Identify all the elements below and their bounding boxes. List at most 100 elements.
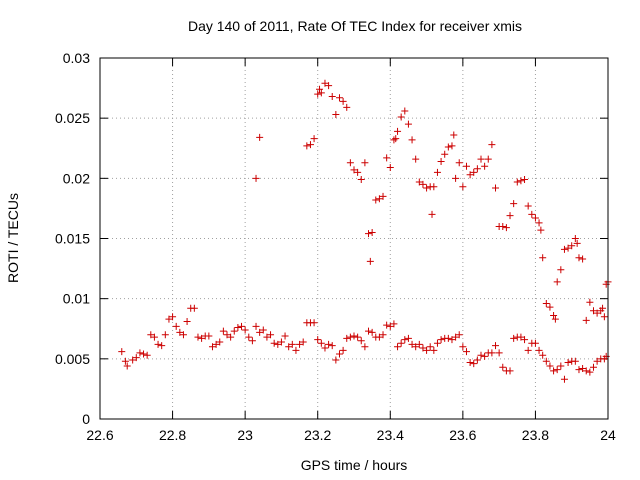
data-point bbox=[205, 332, 213, 340]
data-point bbox=[392, 135, 400, 143]
data-point bbox=[357, 337, 365, 345]
data-point bbox=[332, 111, 340, 119]
data-point bbox=[212, 340, 220, 348]
data-point bbox=[415, 340, 423, 348]
data-point bbox=[441, 150, 449, 158]
data-point bbox=[466, 358, 474, 366]
data-point bbox=[288, 340, 296, 348]
data-point bbox=[390, 320, 398, 328]
data-point bbox=[564, 244, 572, 252]
x-tick-label: 22.8 bbox=[159, 427, 186, 443]
data-point bbox=[123, 362, 131, 370]
data-point bbox=[582, 316, 590, 324]
data-point bbox=[216, 338, 224, 346]
data-point bbox=[470, 360, 478, 368]
data-point bbox=[459, 183, 467, 191]
data-point bbox=[452, 333, 460, 341]
data-point bbox=[586, 368, 594, 376]
data-point bbox=[579, 255, 587, 263]
data-point bbox=[437, 157, 445, 165]
data-point bbox=[165, 315, 173, 323]
data-point bbox=[328, 93, 336, 101]
data-point bbox=[571, 357, 579, 365]
data-point bbox=[404, 120, 412, 128]
data-point bbox=[430, 183, 438, 191]
data-point bbox=[161, 331, 169, 339]
data-point bbox=[593, 309, 601, 317]
data-point bbox=[238, 322, 246, 330]
data-point bbox=[539, 254, 547, 262]
data-point bbox=[361, 343, 369, 351]
data-point bbox=[437, 336, 445, 344]
data-point bbox=[147, 331, 155, 339]
x-tick-label: 23.2 bbox=[304, 427, 331, 443]
tick-labels: 22.6 22.8 23 23.2 23.4 23.6 23.8 24 0 0.005 0.01 0.… bbox=[55, 50, 616, 443]
data-point bbox=[386, 322, 394, 330]
data-point bbox=[379, 331, 387, 339]
data-point bbox=[350, 166, 358, 174]
data-point bbox=[346, 333, 354, 341]
data-point bbox=[121, 357, 129, 365]
data-point bbox=[539, 351, 547, 359]
data-point bbox=[368, 228, 376, 236]
data-point bbox=[408, 136, 416, 144]
data-point bbox=[433, 168, 441, 176]
data-point bbox=[495, 349, 503, 357]
data-point bbox=[462, 162, 470, 170]
data-point bbox=[310, 319, 318, 327]
data-point bbox=[426, 343, 434, 351]
data-point bbox=[428, 210, 436, 218]
data-point bbox=[551, 315, 559, 323]
data-point bbox=[568, 242, 576, 250]
data-point bbox=[158, 342, 166, 350]
data-point bbox=[310, 135, 318, 143]
data-point bbox=[252, 174, 260, 182]
data-point bbox=[499, 363, 507, 371]
data-point bbox=[571, 235, 579, 242]
data-point bbox=[579, 364, 587, 372]
data-point bbox=[208, 343, 216, 351]
data-point bbox=[466, 171, 474, 179]
data-point bbox=[267, 331, 275, 339]
data-point bbox=[575, 366, 583, 374]
data-point bbox=[531, 214, 539, 222]
data-point bbox=[325, 340, 333, 348]
data-point bbox=[433, 339, 441, 347]
y-tick-label: 0.03 bbox=[63, 50, 90, 66]
data-point bbox=[488, 349, 496, 357]
data-point bbox=[488, 141, 496, 149]
data-point bbox=[430, 346, 438, 354]
data-point bbox=[321, 344, 329, 352]
data-point bbox=[524, 346, 532, 354]
data-point bbox=[274, 340, 282, 348]
data-point bbox=[397, 339, 405, 347]
y-tick-label: 0.025 bbox=[55, 110, 90, 126]
x-tick-label: 24 bbox=[600, 427, 616, 443]
y-tick-label: 0.015 bbox=[55, 231, 90, 247]
x-tick-label: 23.6 bbox=[449, 427, 476, 443]
data-point bbox=[517, 333, 525, 341]
data-point bbox=[321, 79, 329, 87]
y-tick-label: 0.02 bbox=[63, 170, 90, 186]
data-point bbox=[531, 339, 539, 347]
data-point bbox=[510, 334, 518, 342]
data-point bbox=[317, 89, 325, 97]
data-point bbox=[401, 107, 409, 115]
data-point bbox=[546, 303, 554, 311]
data-point bbox=[259, 326, 267, 334]
data-point bbox=[394, 343, 402, 351]
data-point bbox=[452, 174, 460, 182]
data-point bbox=[169, 313, 177, 321]
data-point bbox=[270, 339, 278, 347]
data-point bbox=[412, 343, 420, 351]
data-point bbox=[542, 357, 550, 365]
data-point bbox=[332, 356, 340, 364]
data-point bbox=[219, 327, 227, 335]
data-point bbox=[550, 367, 558, 375]
data-point bbox=[521, 336, 529, 344]
data-point bbox=[366, 257, 374, 265]
data-point bbox=[227, 333, 235, 341]
data-point bbox=[292, 346, 300, 354]
data-point bbox=[589, 307, 597, 315]
